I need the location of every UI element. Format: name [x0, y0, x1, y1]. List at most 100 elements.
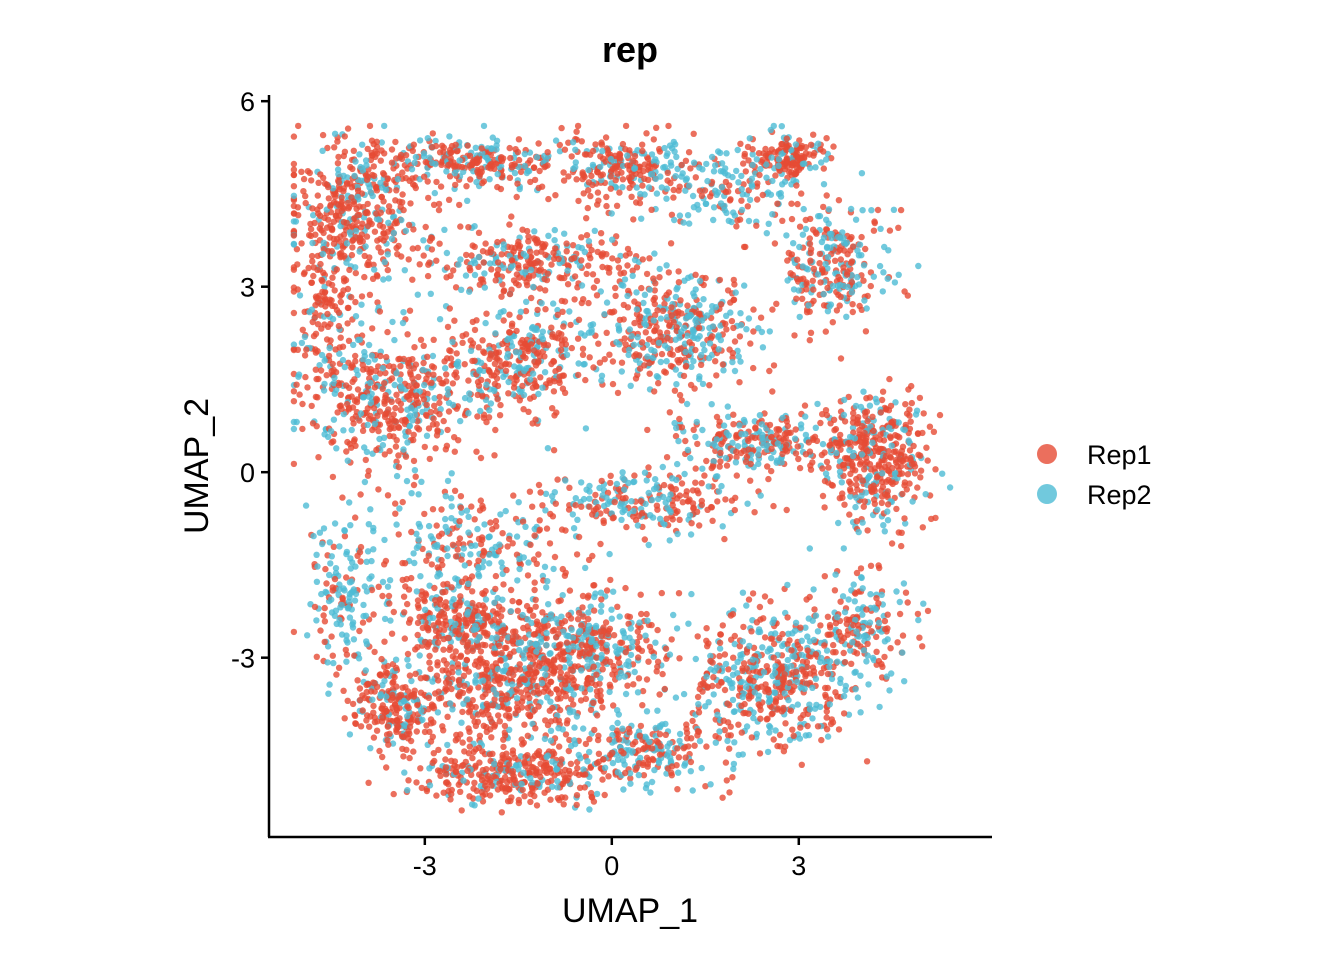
- point-rep2: [661, 521, 668, 528]
- point-rep2: [666, 537, 673, 544]
- point-rep2: [763, 174, 770, 181]
- point-rep2: [417, 573, 424, 580]
- point-rep2: [549, 493, 556, 500]
- point-rep1: [515, 136, 523, 143]
- point-rep2: [692, 433, 699, 441]
- point-rep1: [919, 524, 926, 531]
- point-rep2: [384, 251, 391, 258]
- point-rep1: [377, 157, 384, 164]
- point-rep1: [736, 379, 743, 386]
- point-rep1: [848, 279, 855, 286]
- point-rep1: [630, 157, 637, 165]
- point-rep2: [357, 410, 365, 417]
- point-rep1: [584, 204, 591, 212]
- point-rep1: [683, 362, 690, 370]
- point-rep2: [858, 492, 865, 499]
- point-rep1: [713, 413, 721, 421]
- point-rep1: [473, 658, 480, 665]
- point-rep1: [537, 260, 544, 267]
- point-rep1: [437, 183, 445, 190]
- point-rep1: [821, 477, 829, 485]
- point-rep1: [449, 380, 457, 387]
- point-rep1: [760, 150, 767, 157]
- point-rep1: [390, 608, 397, 616]
- point-rep2: [673, 153, 680, 161]
- point-rep2: [365, 521, 372, 528]
- point-rep1: [531, 347, 538, 354]
- point-rep1: [864, 448, 871, 455]
- point-rep2: [675, 437, 682, 445]
- point-rep1: [328, 225, 336, 233]
- point-rep2: [490, 686, 497, 693]
- point-rep1: [453, 350, 460, 357]
- point-rep2: [470, 626, 477, 633]
- point-rep2: [843, 239, 851, 246]
- point-rep2: [544, 578, 551, 585]
- point-rep2: [416, 652, 423, 659]
- point-rep2: [414, 291, 421, 298]
- point-rep1: [439, 723, 446, 730]
- point-rep2: [766, 328, 773, 335]
- point-rep1: [841, 418, 849, 425]
- point-rep1: [692, 346, 699, 354]
- point-rep1: [856, 302, 863, 310]
- point-rep2: [290, 418, 298, 426]
- point-rep2: [846, 447, 853, 454]
- point-rep2: [381, 536, 388, 544]
- point-rep1: [515, 264, 522, 272]
- point-rep1: [423, 401, 430, 409]
- point-rep2: [409, 417, 416, 424]
- point-rep1: [571, 254, 578, 262]
- point-rep2: [644, 307, 651, 315]
- point-rep2: [515, 499, 522, 506]
- point-rep2: [858, 451, 866, 458]
- point-rep1: [572, 502, 579, 509]
- point-rep1: [432, 627, 440, 635]
- point-rep1: [589, 552, 596, 560]
- point-rep1: [764, 463, 771, 470]
- point-rep2: [641, 191, 648, 198]
- point-rep2: [664, 150, 671, 157]
- point-rep1: [386, 425, 393, 433]
- point-rep2: [749, 151, 756, 158]
- point-rep2: [774, 440, 781, 447]
- point-rep2: [767, 191, 775, 198]
- point-rep1: [563, 248, 570, 255]
- point-rep2: [734, 146, 741, 154]
- point-rep2: [360, 394, 368, 401]
- point-rep1: [783, 429, 790, 436]
- point-rep1: [733, 472, 740, 479]
- point-rep1: [706, 382, 713, 389]
- point-rep2: [400, 446, 407, 453]
- point-rep2: [521, 162, 528, 170]
- point-rep2: [866, 402, 874, 409]
- point-rep2: [419, 366, 427, 373]
- point-rep2: [415, 491, 422, 498]
- point-rep1: [336, 344, 343, 351]
- point-rep2: [552, 137, 560, 144]
- point-rep2: [795, 287, 802, 294]
- point-rep2: [429, 352, 437, 360]
- point-rep1: [536, 517, 543, 524]
- point-rep1: [404, 600, 411, 608]
- point-rep1: [932, 466, 939, 473]
- point-rep1: [712, 358, 719, 365]
- point-rep1: [411, 344, 418, 351]
- point-rep2: [343, 240, 351, 247]
- point-rep1: [508, 322, 516, 330]
- point-rep1: [388, 630, 396, 637]
- point-rep2: [729, 173, 736, 181]
- point-rep1: [356, 417, 363, 424]
- point-rep1: [528, 294, 535, 302]
- point-rep1: [348, 251, 356, 259]
- point-rep2: [570, 525, 578, 532]
- point-rep1: [402, 152, 410, 159]
- point-rep2: [633, 184, 640, 191]
- point-rep1: [806, 151, 813, 158]
- point-rep1: [408, 574, 415, 582]
- point-rep1: [807, 329, 815, 336]
- point-rep1: [631, 472, 638, 479]
- point-rep1: [463, 657, 471, 664]
- point-rep2: [426, 614, 434, 622]
- point-rep2: [696, 375, 703, 383]
